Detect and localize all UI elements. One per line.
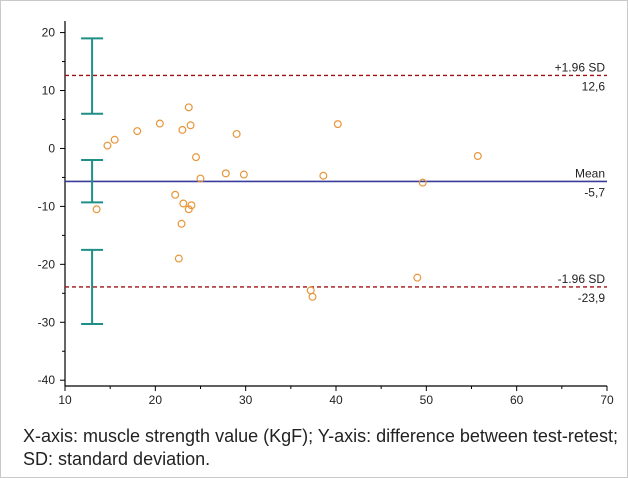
data-point [473, 151, 482, 160]
y-tick-label: 0 [48, 141, 55, 155]
x-tick-label: 20 [149, 393, 163, 407]
reference-line-label: +1.96 SD [555, 60, 606, 74]
y-tick-label: -20 [38, 257, 56, 271]
data-point [333, 120, 342, 129]
x-tick-label: 10 [58, 393, 72, 407]
data-point [133, 127, 142, 136]
data-point [187, 201, 196, 210]
reference-line-value: 12,6 [582, 79, 606, 93]
figure-caption: X-axis: muscle strength value (KgF); Y-a… [23, 426, 618, 469]
y-tick-label: 20 [42, 26, 56, 40]
data-point [306, 286, 315, 295]
data-point [110, 135, 119, 144]
reference-line-label: Mean [575, 166, 605, 180]
data-point [177, 219, 186, 228]
reference-line-label: -1.96 SD [558, 272, 606, 286]
x-tick-label: 30 [239, 393, 253, 407]
data-point [239, 170, 248, 179]
data-point [186, 121, 195, 130]
data-point [184, 205, 193, 214]
data-point [103, 141, 112, 150]
reference-line-value: -23,9 [578, 291, 606, 305]
x-tick-label: 60 [510, 393, 524, 407]
data-point [413, 273, 422, 282]
reference-line-value: -5,7 [584, 185, 605, 199]
y-tick-label: 10 [42, 84, 56, 98]
y-tick-label: -40 [38, 373, 56, 387]
bland-altman-chart: 10 20 30 40 50 60 70 -40 -30 -20 -10 0 10 20 +1.96 SD 1… [38, 21, 614, 407]
data-point [418, 178, 427, 187]
data-point [155, 119, 164, 128]
x-tick-label: 50 [420, 393, 434, 407]
data-point [179, 199, 188, 208]
data-point [92, 205, 101, 214]
data-point [221, 169, 230, 178]
data-point [196, 174, 205, 183]
data-point [171, 190, 180, 199]
data-point [184, 103, 193, 112]
x-tick-label: 40 [329, 393, 343, 407]
data-point [178, 125, 187, 134]
y-tick-label: -30 [38, 315, 56, 329]
x-tick-label: 70 [600, 393, 614, 407]
data-point [319, 171, 328, 180]
data-point [191, 153, 200, 162]
data-point [232, 129, 241, 138]
data-point [308, 292, 317, 301]
data-point [174, 254, 183, 263]
y-tick-label: -10 [38, 199, 56, 213]
